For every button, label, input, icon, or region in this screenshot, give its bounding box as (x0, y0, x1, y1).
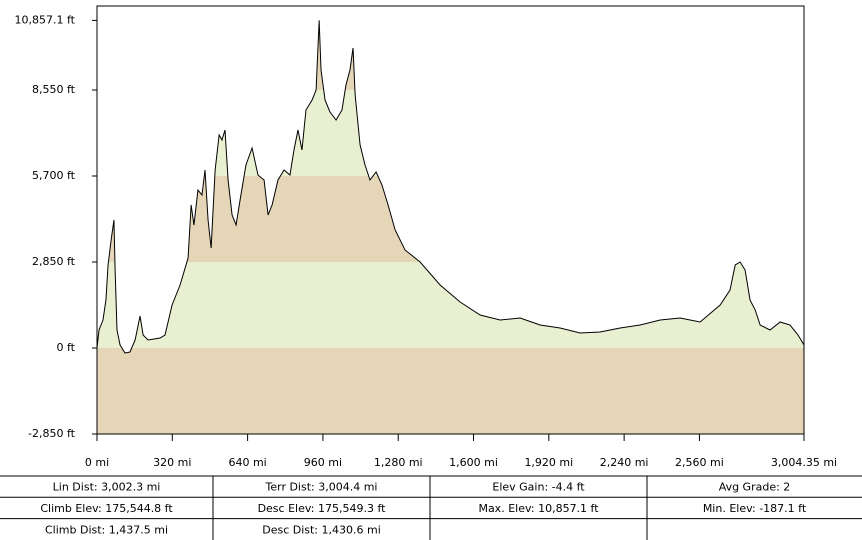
y-tick-label: 5,700 ft (32, 169, 76, 182)
elevation-line (96, 20, 805, 354)
x-tick-label: 2,560 mi (675, 456, 724, 469)
elevation-band (97, 262, 804, 349)
elevation-band (97, 348, 804, 434)
y-tick-label: 0 ft (57, 341, 76, 354)
x-tick-label: 3,004.35 mi (771, 456, 837, 469)
stats-table: Lin Dist: 3,002.3 mi Terr Dist: 3,004.4 m… (0, 475, 862, 540)
stats-cell: Avg Grade: 2 (719, 481, 791, 494)
elevation-band (97, 20, 804, 21)
elevation-band (97, 20, 804, 91)
x-tick-label: 640 mi (228, 456, 266, 469)
stats-cell: Lin Dist: 3,002.3 mi (53, 481, 161, 494)
plot-frame (96, 5, 805, 435)
stats-cell: Climb Dist: 1,437.5 mi (45, 523, 168, 536)
stats-cell: Min. Elev: -187.1 ft (703, 502, 807, 515)
elevation-bands (97, 20, 804, 434)
stats-cell: Terr Dist: 3,004.4 mi (265, 481, 378, 494)
stats-cell: Elev Gain: -4.4 ft (492, 481, 585, 494)
x-tick-label: 1,600 mi (449, 456, 498, 469)
y-tick-label: 10,857.1 ft (15, 13, 76, 26)
elevation-band (97, 90, 804, 177)
y-tick-label: 2,850 ft (32, 255, 76, 268)
stats-cell: Max. Elev: 10,857.1 ft (478, 502, 599, 515)
x-tick-label: 960 mi (304, 456, 342, 469)
x-tick-label: 2,240 mi (600, 456, 649, 469)
x-tick-label: 0 mi (85, 456, 109, 469)
x-tick-label: 320 mi (153, 456, 191, 469)
x-tick-label: 1,280 mi (374, 456, 423, 469)
y-tick-label: 8,550 ft (32, 83, 76, 96)
stats-cell: Desc Elev: 175,549.3 ft (258, 502, 387, 515)
y-tick-label: -2,850 ft (28, 427, 76, 440)
x-tick-label: 1,920 mi (524, 456, 573, 469)
stats-cell: Desc Dist: 1,430.6 mi (262, 523, 381, 536)
stats-cell: Climb Elev: 175,544.8 ft (40, 502, 173, 515)
